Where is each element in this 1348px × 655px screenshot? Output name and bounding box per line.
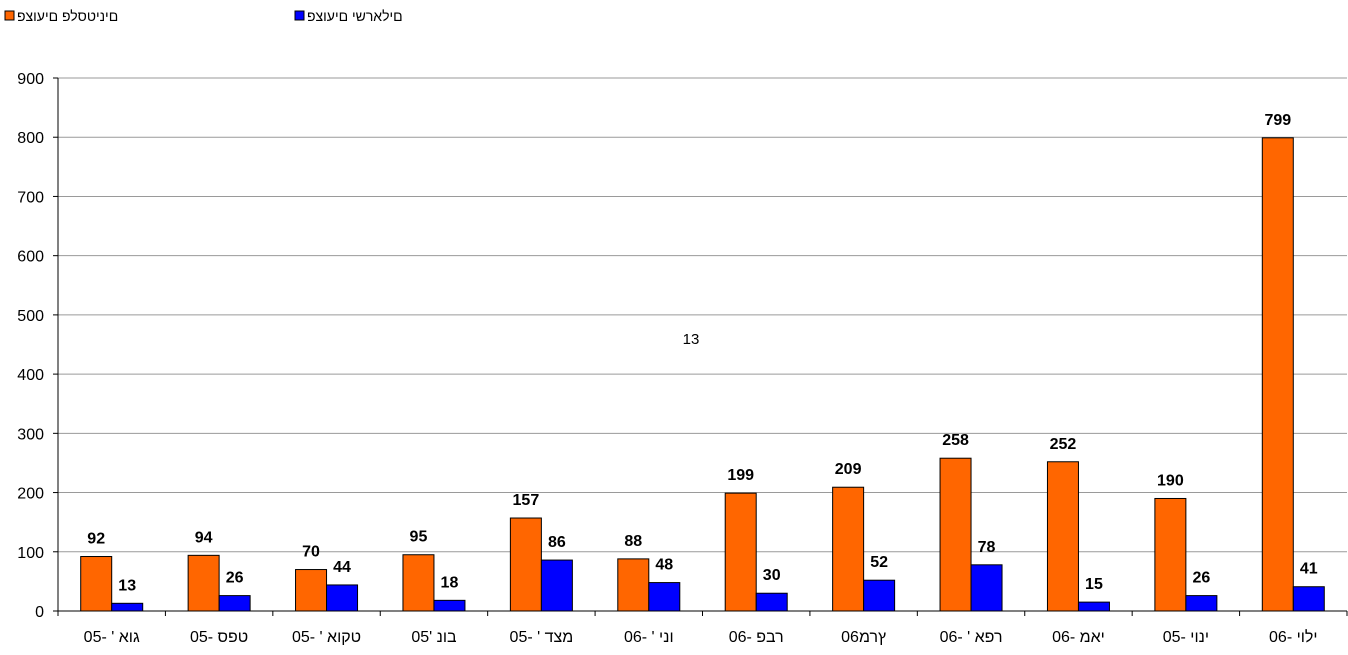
x-tick-label: מצד ' -05	[510, 629, 574, 646]
y-tick-label: 400	[17, 367, 44, 384]
data-label: 48	[655, 557, 673, 574]
y-tick-label: 300	[17, 426, 44, 443]
bar-palestinian	[1261, 137, 1294, 612]
data-label: 44	[333, 559, 351, 576]
y-tick-label: 800	[17, 130, 44, 147]
bar-israeli	[1292, 586, 1325, 612]
x-tick-label: בונ '05	[411, 629, 457, 646]
x-tick-label: ץרמ06	[841, 629, 886, 646]
x-tick-label: טפס -05	[190, 629, 248, 646]
data-label: 18	[441, 574, 459, 591]
data-label: 94	[195, 529, 213, 546]
data-label: 41	[1300, 561, 1318, 578]
bar-palestinian	[1154, 497, 1187, 612]
x-tick-label: טקוא ' -05	[292, 629, 361, 646]
legend-swatch	[294, 10, 305, 21]
x-tick-label: רפא ' -06	[940, 629, 1003, 646]
bar-palestinian	[724, 492, 757, 612]
data-label: 88	[624, 533, 642, 550]
data-label: 209	[835, 461, 862, 478]
y-tick-label: 600	[17, 249, 44, 266]
data-label: 199	[727, 467, 754, 484]
x-tick-label: גוא ' -05	[84, 629, 140, 646]
y-tick-label: 700	[17, 189, 44, 206]
data-label: 86	[548, 534, 566, 551]
x-tick-label: יאמ -06	[1052, 629, 1105, 646]
y-tick-label: 100	[17, 545, 44, 562]
bar-palestinian	[832, 486, 865, 612]
bar-israeli	[755, 592, 788, 612]
data-label: 70	[302, 544, 320, 561]
data-label: 92	[87, 531, 105, 548]
data-label: 52	[870, 554, 888, 571]
data-label: 252	[1050, 436, 1077, 453]
bar-israeli	[863, 579, 896, 612]
data-label: 190	[1157, 472, 1184, 489]
data-label: 13	[118, 577, 136, 594]
data-label: 30	[763, 567, 781, 584]
y-tick-label: 200	[17, 486, 44, 503]
bar-israeli	[433, 599, 466, 612]
y-tick-label: 0	[35, 604, 44, 621]
bar-palestinian	[509, 517, 542, 612]
bar-palestinian	[402, 554, 435, 612]
y-tick-label: 500	[17, 308, 44, 325]
data-label: 157	[513, 492, 540, 509]
x-tick-label: ינוי -05	[1163, 629, 1209, 646]
bar-palestinian	[187, 554, 220, 612]
legend-swatch	[4, 10, 15, 21]
y-tick-label: 900	[17, 71, 44, 88]
bar-israeli	[970, 564, 1003, 612]
bar-palestinian	[939, 457, 972, 612]
bar-israeli	[218, 595, 251, 612]
bar-israeli	[326, 584, 359, 612]
bar-palestinian	[295, 569, 328, 612]
data-label: 799	[1264, 112, 1291, 129]
bar-israeli	[1077, 601, 1110, 612]
data-label: 26	[1192, 570, 1210, 587]
data-label: 258	[942, 432, 969, 449]
bar-israeli	[1185, 595, 1218, 612]
data-label: 15	[1085, 576, 1103, 593]
legend-label: םילארשי םיעוצפ	[307, 8, 403, 24]
bar-palestinian	[1046, 461, 1079, 612]
bar-israeli	[111, 602, 144, 612]
data-label: 95	[410, 529, 428, 546]
legend-label: םיניטסלפ םיעוצפ	[17, 8, 118, 24]
bar-palestinian	[80, 556, 113, 612]
data-label: 26	[226, 570, 244, 587]
x-tick-label: רבפ -06	[729, 629, 784, 646]
bar-israeli	[540, 559, 573, 612]
bar-israeli	[648, 582, 681, 612]
bar-palestinian	[617, 558, 650, 612]
x-tick-label: ילוי -06	[1269, 628, 1318, 646]
chart-annotation: 13	[683, 331, 700, 348]
x-tick-label: וני ' -06	[624, 629, 674, 646]
data-label: 78	[978, 539, 996, 556]
